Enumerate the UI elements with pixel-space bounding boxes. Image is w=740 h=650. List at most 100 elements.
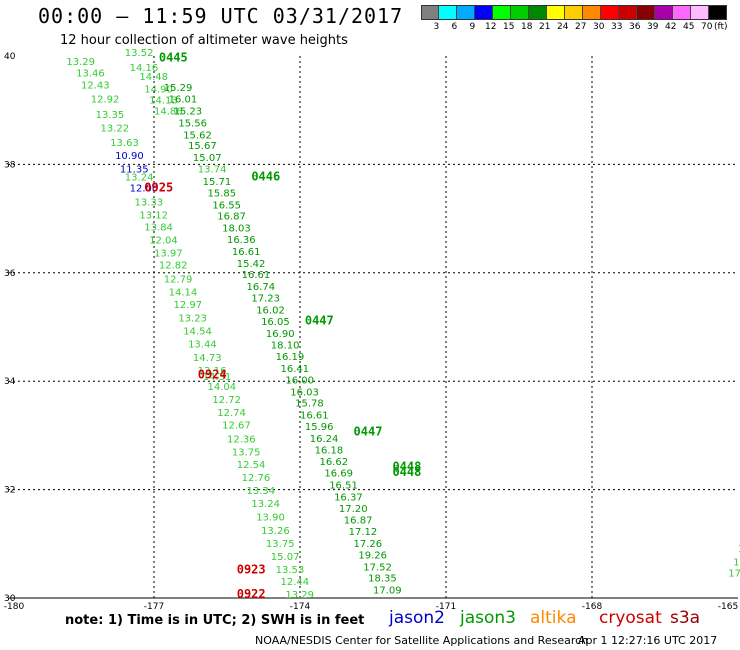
- pass-time-label: 0447: [354, 424, 383, 438]
- color-scale-label: 42: [665, 22, 677, 32]
- wave-height-label: 15.96: [305, 422, 334, 433]
- color-scale-label: 3: [433, 22, 440, 32]
- legend-item-s3a: s3a: [670, 608, 701, 628]
- wave-height-label: 12.54: [237, 460, 266, 471]
- wave-height-label: 10.90: [115, 151, 144, 162]
- wave-height-label: 17.12: [349, 527, 378, 538]
- wave-height-label: 12.92: [91, 95, 120, 106]
- legend-item-cryosat: cryosat: [599, 608, 662, 628]
- wave-height-label: 16.41: [281, 364, 310, 375]
- wave-height-label: 16.19: [276, 352, 305, 363]
- wave-height-label: 13.29: [66, 57, 95, 68]
- wave-height-label: 13.16: [198, 366, 227, 377]
- wave-height-label: 13.84: [144, 223, 173, 234]
- wave-height-label: 13.29: [285, 590, 314, 601]
- wave-height-label: 13.34: [246, 486, 275, 497]
- color-swatch: [583, 5, 601, 20]
- x-tick-label: -165: [718, 602, 738, 612]
- color-scale-label: 30: [593, 22, 605, 32]
- color-scale-label: 70: [701, 22, 713, 32]
- x-tick-label: -174: [290, 602, 311, 612]
- wave-height-label: 16.55: [212, 200, 241, 211]
- color-scale-label: 27: [575, 22, 587, 32]
- credit-line: NOAA/NESDIS Center for Satellite Applica…: [255, 634, 589, 647]
- wave-height-label: 14.13: [149, 96, 178, 107]
- wave-height-label: 13.23: [178, 314, 207, 325]
- wave-height-label: 13.90: [256, 512, 285, 523]
- pass-time-label: 0446: [251, 170, 280, 184]
- pass-time-label: 0447: [305, 313, 334, 327]
- color-swatch: [511, 5, 529, 20]
- wave-height-label: 12.44: [281, 577, 310, 588]
- wave-height-label: 15.62: [183, 130, 212, 141]
- chart-title: 00:00 — 11:59 UTC 03/31/2017: [38, 4, 404, 28]
- pass-time-label: 0448: [392, 460, 421, 474]
- pass-time-label: 0924: [198, 367, 227, 381]
- wave-height-label: 13.44: [188, 340, 217, 351]
- wave-height-label: 16.87: [217, 212, 246, 223]
- wave-height-label: 16.62: [319, 457, 348, 468]
- wave-height-label: 16.37: [334, 492, 363, 503]
- wave-height-label: 15.67: [188, 141, 217, 152]
- x-tick-label: -180: [4, 602, 25, 612]
- color-scale-label: 24: [557, 22, 569, 32]
- color-swatch: [619, 5, 637, 20]
- wave-height-label: 13.63: [110, 138, 139, 149]
- wave-height-label: 12.74: [217, 408, 246, 419]
- wave-height-label: 16.03: [290, 387, 319, 398]
- wave-height-label: 14.14: [169, 288, 198, 299]
- x-tick-label: -168: [582, 602, 603, 612]
- wave-height-label: 18: [738, 544, 740, 555]
- legend-item-altika: altika: [530, 608, 577, 628]
- wave-height-label: 16.61: [232, 247, 261, 258]
- color-scale-label: 36: [629, 22, 641, 32]
- wave-height-label: 18.35: [368, 574, 397, 585]
- footnote: note: 1) Time is in UTC; 2) SWH is in fe…: [65, 613, 365, 628]
- wave-height-label: 17.20: [339, 504, 368, 515]
- color-scale-labels: 3 6 9 12 15 18 21 24 27 30 33 36 39 42 45 70 (ft): [421, 22, 740, 36]
- wave-height-label: 12.00: [130, 184, 159, 195]
- wave-height-label: 16.36: [227, 235, 256, 246]
- wave-height-label: 15.29: [164, 83, 193, 94]
- wave-height-label: 14.04: [208, 382, 237, 393]
- wave-height-label: 16.51: [329, 481, 358, 492]
- wave-height-label: 12.67: [222, 420, 251, 431]
- wave-height-label: 16.69: [324, 469, 353, 480]
- wave-height-label: 13.35: [96, 110, 125, 121]
- pass-time-label: 0923: [237, 563, 266, 577]
- color-scale-label: 12: [485, 22, 497, 32]
- wave-height-label: 16.00: [285, 375, 314, 386]
- wave-height-label: 16.61: [300, 411, 329, 422]
- wave-height-label: 12.97: [173, 300, 202, 311]
- wave-height-label: 16.02: [256, 305, 285, 316]
- wave-height-label: 15.07: [271, 552, 300, 563]
- pass-time-label: 0922: [237, 587, 266, 601]
- x-tick-label: -177: [144, 602, 164, 612]
- wave-height-label: 13.97: [154, 249, 183, 260]
- wave-height-label: 16.24: [310, 434, 339, 445]
- color-scale-label: 6: [451, 22, 458, 32]
- wave-height-label: 12.72: [212, 395, 241, 406]
- color-scale-label: 33: [611, 22, 623, 32]
- wave-height-label: 15.56: [178, 118, 207, 129]
- color-swatch: [655, 5, 673, 20]
- wave-height-label: 17.26: [354, 539, 383, 550]
- wave-height-label: 12.79: [164, 275, 193, 286]
- wave-height-label: 13.75: [266, 539, 295, 550]
- wave-height-label: 18.03: [222, 224, 251, 235]
- wave-height-label: 18.10: [271, 341, 300, 352]
- legend-item-jason3: jason3: [460, 608, 516, 628]
- y-tick-label: 38: [4, 160, 16, 170]
- wave-height-label: 14.86: [154, 107, 183, 118]
- y-tick-label: 34: [4, 377, 16, 387]
- color-swatch: [637, 5, 655, 20]
- color-scale-label: 21: [539, 22, 551, 32]
- wave-height-label: 12.76: [242, 473, 271, 484]
- wave-height-label: 13.33: [135, 198, 164, 209]
- wave-height-label: 19.26: [358, 550, 387, 561]
- wave-height-label: 15.85: [208, 188, 237, 199]
- wave-height-label: 13.75: [232, 447, 261, 458]
- wave-height-label: 16.18: [315, 445, 344, 456]
- wave-height-label: 13.22: [100, 123, 129, 134]
- color-scale-label: 15: [503, 22, 515, 32]
